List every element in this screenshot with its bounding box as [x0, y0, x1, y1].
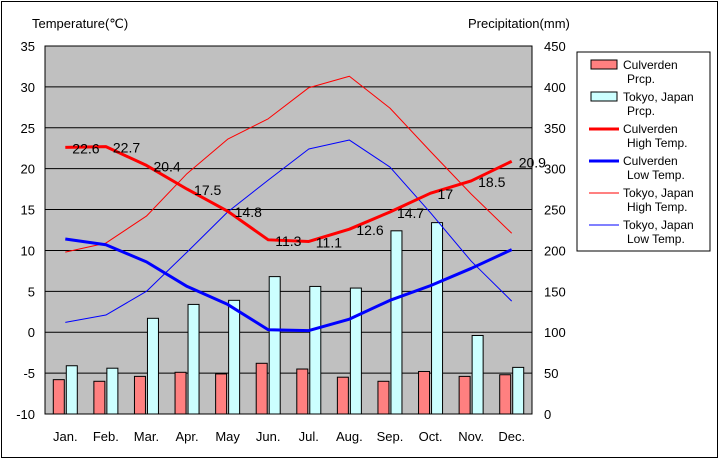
precipitation-bar [512, 366, 525, 415]
x-category-label: Oct. [419, 429, 443, 444]
precipitation-bar [187, 303, 200, 415]
temperature-line [65, 237, 513, 333]
precipitation-bar [52, 379, 65, 415]
precipitation-bar [390, 230, 403, 415]
data-label: 11.1 [316, 234, 342, 250]
data-label-layer: 22.6 22.7 20.4 17.5 14.8 11.3 11.1 12.6 14.7 17 18… [72, 140, 546, 251]
precipitation-bar [336, 376, 349, 415]
precipitation-bar [146, 317, 159, 415]
legend-label: Tokyo, Japan High Temp. [623, 186, 694, 214]
temperature-line [65, 75, 513, 253]
precipitation-bar [418, 370, 431, 415]
y-right-tick-label: 350 [544, 121, 566, 136]
x-category-label: Dec. [498, 429, 525, 444]
x-category-label: Mar. [134, 429, 159, 444]
axis-tick-layer: 35302520151050-5-10450400350300250200150… [16, 39, 566, 444]
y-left-tick-label: -5 [23, 366, 35, 381]
y-right-tick-label: 250 [544, 203, 566, 218]
precipitation-bar [349, 287, 362, 415]
x-category-label: Nov. [458, 429, 484, 444]
y-left-tick-label: 20 [21, 162, 35, 177]
y-right-tick-label: 300 [544, 162, 566, 177]
y-left-tick-label: 15 [21, 203, 35, 218]
precipitation-bar [93, 380, 106, 415]
y-right-tick-label: 200 [544, 243, 566, 258]
precipitation-bar [499, 374, 512, 415]
precipitation-bar [65, 365, 78, 415]
x-category-label: May [215, 429, 240, 444]
precipitation-bar [458, 375, 471, 415]
y-right-tick-label: 150 [544, 284, 566, 299]
x-category-label: Feb. [93, 429, 119, 444]
data-label: 12.6 [356, 222, 383, 238]
line-layer [65, 75, 513, 333]
y-left-tick-label: 25 [21, 121, 35, 136]
data-label: 20.4 [153, 158, 180, 174]
precipitation-bar [255, 362, 268, 415]
legend-swatch [590, 91, 618, 102]
y-left-tick-label: -10 [16, 407, 35, 422]
legend-label: Culverden High Temp. [623, 122, 687, 150]
y-right-tick-label: 400 [544, 80, 566, 95]
legend-label: Culverden Prcp. [623, 58, 678, 86]
data-label: 17 [438, 186, 454, 202]
precipitation-bar [106, 367, 119, 415]
precipitation-bar [309, 285, 322, 415]
legend-swatch [590, 59, 618, 70]
temperature-line [65, 139, 513, 323]
y-right-tick-label: 450 [544, 39, 566, 54]
y-left-tick-label: 10 [21, 243, 35, 258]
y-left-tick-label: 0 [28, 325, 35, 340]
data-label: 11.3 [275, 233, 301, 249]
y-left-tick-label: 30 [21, 80, 35, 95]
precipitation-bar [133, 375, 146, 415]
precipitation-bar [228, 299, 241, 415]
legend-label: Tokyo, Japan Low Temp. [623, 218, 694, 246]
precipitation-bar [377, 380, 390, 415]
legend-label: Culverden Low Temp. [623, 154, 685, 182]
y-right-tick-label: 100 [544, 325, 566, 340]
legend-label: Tokyo, Japan Prcp. [623, 90, 694, 118]
y-left-axis-label: Temperature(℃) [32, 16, 128, 31]
data-label: 22.6 [72, 140, 99, 156]
x-category-label: Sep. [377, 429, 404, 444]
plot-area [44, 45, 533, 415]
data-label: 14.7 [397, 205, 424, 221]
legend: Culverden Prcp. Tokyo, Japan Prcp. Culverden… [576, 51, 711, 252]
data-label: 14.8 [235, 204, 262, 220]
x-category-label: Jun. [256, 429, 281, 444]
precipitation-bar [215, 373, 228, 415]
temperature-line [65, 145, 513, 243]
y-right-tick-label: 50 [544, 366, 558, 381]
y-right-axis-label: Precipitation(mm) [468, 16, 570, 31]
y-left-tick-label: 5 [28, 284, 35, 299]
legend-box [576, 51, 711, 252]
precipitation-bar [174, 371, 187, 415]
data-label: 17.5 [194, 182, 221, 198]
data-label: 20.9 [519, 154, 546, 170]
y-right-tick-label: 0 [544, 407, 551, 422]
x-category-label: Jul. [299, 429, 319, 444]
x-category-label: Apr. [175, 429, 198, 444]
data-label: 22.7 [113, 140, 140, 156]
grid-lines [45, 86, 532, 374]
precipitation-bar [268, 276, 281, 415]
bar-layer [52, 222, 525, 415]
precipitation-bar [471, 334, 484, 415]
x-category-label: Aug. [336, 429, 363, 444]
x-category-label: Jan. [53, 429, 78, 444]
data-label: 18.5 [478, 174, 505, 190]
precipitation-bar [431, 222, 444, 415]
y-left-tick-label: 35 [21, 39, 35, 54]
precipitation-bar [296, 368, 309, 415]
